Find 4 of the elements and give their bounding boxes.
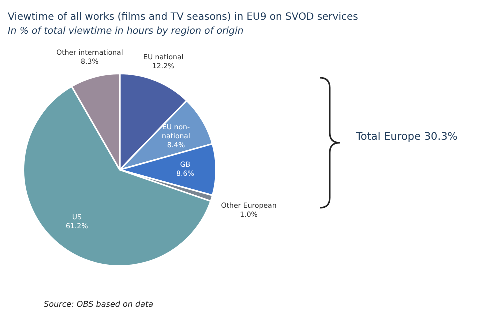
text: Total Europe 30.3% (355, 130, 459, 144)
chart-subtitle: In % of total viewtime in hours by region of origin (8, 26, 244, 37)
chart-title: Viewtime of all works (films and TV seasons) in EU9 on SVOD services (8, 12, 358, 23)
source-note: Source: OBS based on data (44, 300, 154, 309)
